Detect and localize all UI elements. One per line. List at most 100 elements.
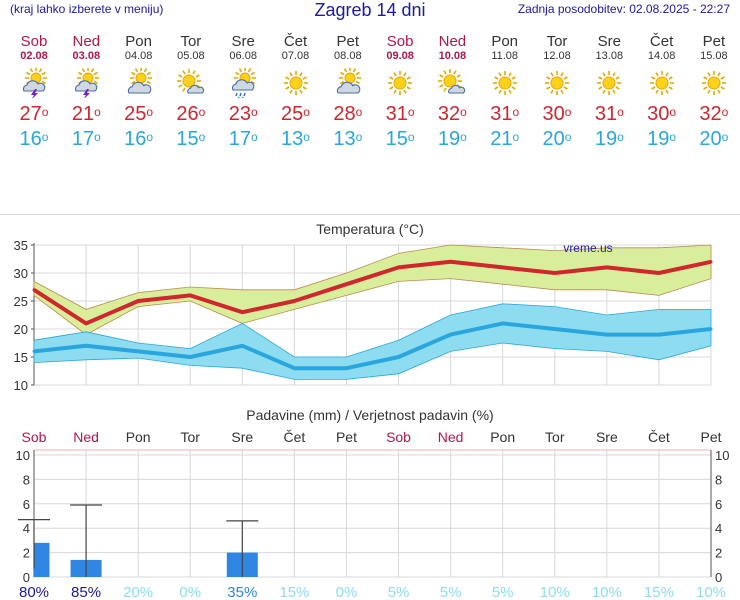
temperature-point [553, 271, 557, 275]
max-temp: 32o [688, 102, 740, 126]
y-tick-label-left: 6 [23, 497, 30, 512]
x-tick-label: Sre [596, 429, 618, 445]
x-tick-label: Ned [73, 429, 99, 445]
degree-sign: o [721, 105, 729, 119]
min-temperature-band [33, 303, 712, 380]
degree-sign: o [460, 105, 467, 119]
y-tick-label: 20 [14, 322, 28, 337]
max-temp-value: 25 [124, 103, 147, 125]
sun-icon [283, 71, 308, 95]
day-name: Ned [72, 33, 101, 50]
min-temp: 17o [217, 126, 269, 152]
day-date: 12.08 [543, 50, 571, 62]
precipitation-probability: 5% [388, 584, 410, 600]
max-temp-value: 28 [333, 103, 356, 125]
degree-sign: o [460, 130, 467, 144]
max-temp-value: 21 [71, 103, 95, 125]
max-temperature-band [33, 244, 712, 336]
degree-sign: o [512, 130, 520, 144]
degree-sign: o [41, 130, 49, 144]
degree-sign: o [250, 130, 258, 144]
precipitation-probability: 15% [644, 584, 674, 600]
max-temp-value: 32 [437, 103, 461, 125]
y-tick-label-left: 4 [23, 521, 30, 536]
precipitation-probability: 85% [71, 584, 101, 600]
min-temp: 16o [113, 126, 165, 152]
temperature-point [605, 333, 609, 337]
max-temp: 31o [374, 102, 426, 126]
day-name: Sob [386, 33, 414, 50]
day-column: Ned 03.08 21o 17o [60, 34, 112, 152]
day-name: Tor [180, 33, 202, 50]
day-column: Pet 15.08 32o 20o [688, 34, 740, 152]
temperature-point [344, 366, 348, 370]
x-tick-label: Pon [490, 429, 515, 445]
x-tick-label: Pet [700, 429, 721, 445]
y-tick-label-right: 2 [715, 546, 722, 561]
day-name: Sre [597, 33, 621, 50]
day-date: 08.08 [334, 50, 362, 62]
temperature-point [84, 321, 88, 325]
x-tick-label: Sob [386, 429, 411, 445]
y-tick-label: 25 [14, 294, 28, 309]
max-temp: 32o [426, 102, 478, 126]
temperature-point [657, 271, 661, 275]
precipitation-probability: 20% [123, 584, 153, 600]
day-date: 06.08 [229, 50, 257, 62]
sun-cloud-thunder-icon [22, 68, 47, 98]
day-column: Pet 08.08 28o 13o [322, 34, 374, 152]
sun-icon [492, 71, 517, 95]
max-temp-value: 25 [281, 103, 304, 125]
min-temp: 20o [531, 126, 583, 152]
day-name: Sob [20, 33, 48, 50]
x-tick-label: Sob [22, 429, 47, 445]
day-column: Ned 10.08 32o 19o [426, 34, 478, 152]
degree-sign: o [407, 105, 415, 119]
day-date: 14.08 [647, 50, 676, 62]
y-tick-label: 35 [14, 238, 28, 253]
temperature-point [136, 299, 140, 303]
max-temp-value: 32 [699, 103, 722, 125]
x-tick-label: Tor [181, 429, 201, 445]
max-temp-value: 31 [490, 103, 513, 125]
location-hint: (kraj lahko izberete v meniju) [10, 2, 164, 16]
day-column: Tor 12.08 30o 20o [531, 34, 583, 152]
min-temp: 15o [374, 126, 426, 152]
min-temp-value: 17 [228, 128, 251, 150]
y-tick-label: 30 [14, 266, 28, 281]
day-name: Pet [702, 33, 726, 50]
sun-icon [388, 71, 413, 95]
degree-sign: o [94, 105, 101, 119]
precipitation-probability: 10% [592, 584, 622, 600]
precipitation-probability: 10% [696, 584, 726, 600]
y-tick-label: 15 [14, 350, 28, 365]
precipitation-chart: Padavine (mm) / Verjetnost padavin (%) So… [16, 407, 730, 600]
day-name: Sre [231, 33, 255, 50]
temperature-point [449, 260, 453, 264]
temperature-point [292, 299, 296, 303]
min-temp: 16o [8, 126, 60, 152]
temperature-point [449, 333, 453, 337]
max-temp: 30o [531, 102, 583, 126]
degree-sign: o [564, 130, 572, 144]
min-temp-value: 16 [124, 128, 147, 150]
temperature-point [292, 366, 296, 370]
max-temp-value: 30 [542, 103, 565, 125]
day-date: 05.08 [177, 50, 205, 62]
temperature-chart: Temperatura (°C) 10 15 20 25 30 35 vreme.us [14, 221, 713, 393]
temperature-point [240, 310, 244, 314]
max-temp: 27o [8, 102, 60, 126]
min-temp-value: 21 [490, 128, 513, 150]
day-column: Sre 13.08 31o 19o [583, 34, 635, 152]
y-tick-label-right: 4 [715, 521, 722, 536]
min-temp-value: 15 [385, 128, 408, 150]
temperature-point [188, 293, 192, 297]
day-name: Tor [546, 33, 568, 50]
max-temp: 23o [217, 102, 269, 126]
x-tick-label: Ned [438, 429, 464, 445]
day-date: 10.08 [438, 50, 467, 62]
max-temp-value: 27 [19, 103, 42, 125]
precipitation-probability: 5% [492, 584, 514, 600]
temperature-point [188, 355, 192, 359]
y-tick-label-right: 0 [715, 570, 722, 585]
